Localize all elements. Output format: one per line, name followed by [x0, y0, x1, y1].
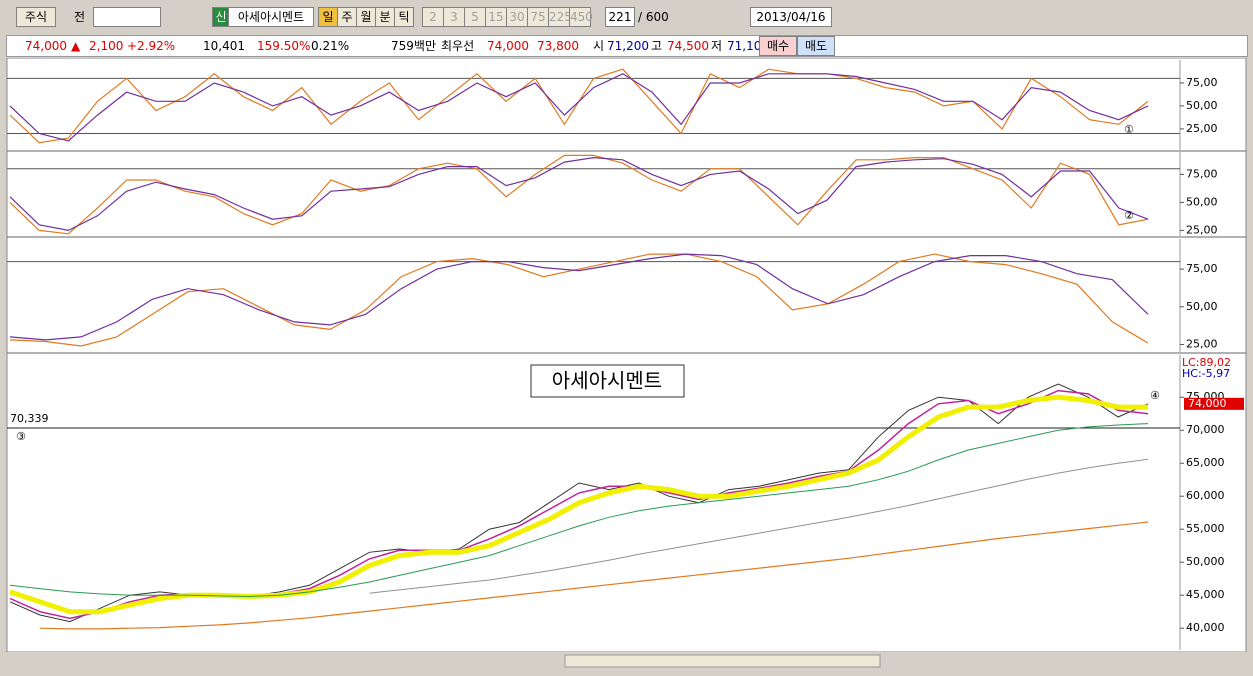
- period-button[interactable]: 30: [506, 7, 528, 27]
- date[interactable]: 2013/04/16: [750, 7, 832, 27]
- marker: ②: [1124, 209, 1134, 222]
- period-button[interactable]: 225: [548, 7, 572, 27]
- marker: ①: [1124, 123, 1134, 136]
- turnover: 0.21%: [311, 39, 350, 53]
- high: 74,500: [667, 39, 709, 53]
- series-line: [9, 156, 1149, 232]
- hc-label: HC:-5,97: [1182, 367, 1230, 380]
- y-tick-label: 55,000: [1186, 522, 1225, 535]
- market[interactable]: 주식: [16, 7, 56, 27]
- y-tick-label: 60,000: [1186, 489, 1225, 502]
- series-line: [9, 73, 1149, 142]
- lc-label: LC:89,02: [1182, 356, 1231, 369]
- change: 2,100: [89, 39, 124, 53]
- scroll-thumb[interactable]: [564, 654, 881, 668]
- bid: 73,800: [537, 39, 579, 53]
- open-label: 시: [593, 39, 605, 53]
- price: 74,000: [25, 39, 67, 53]
- series-line: [9, 423, 1149, 598]
- period-button[interactable]: 2: [422, 7, 444, 27]
- marker: ③: [16, 430, 26, 443]
- period-button[interactable]: 3: [443, 7, 465, 27]
- y-tick-label: 70,000: [1186, 423, 1225, 436]
- support-label: 70,339: [10, 412, 49, 425]
- y-tick-label: 50,000: [1186, 555, 1225, 568]
- current-label: 74,000: [1188, 397, 1227, 410]
- y-tick-label: 75,00: [1186, 262, 1218, 275]
- period-button[interactable]: 15: [485, 7, 507, 27]
- marker: ④: [1150, 389, 1160, 402]
- code[interactable]: 002030: [93, 7, 161, 27]
- low: 71,100: [727, 39, 769, 53]
- quote-bar: 74,000 ▲ 2,100 +2.92% 10,401 159.50% 0.2…: [6, 35, 1248, 57]
- series-line: [9, 253, 1149, 341]
- open: 71,200: [607, 39, 649, 53]
- y-tick-label: 75,00: [1186, 76, 1218, 89]
- current-box: [1184, 397, 1244, 410]
- series-line: [9, 154, 1149, 235]
- stock-name: 아세아시멘트: [228, 7, 314, 27]
- title: 아세아시멘트: [552, 369, 662, 393]
- ask: 74,000: [487, 39, 529, 53]
- count[interactable]: 221: [605, 7, 635, 27]
- y-tick-label: 50,00: [1186, 99, 1218, 112]
- high-label: 고: [651, 39, 663, 53]
- y-tick-label: 50,00: [1186, 195, 1218, 208]
- period-button[interactable]: 450: [569, 7, 593, 27]
- y-tick-label: 75,00: [1186, 167, 1218, 180]
- period-button[interactable]: 일: [318, 7, 338, 27]
- y-tick-label: 25,00: [1186, 223, 1218, 236]
- arrow: ▲: [71, 39, 81, 53]
- buy-button[interactable]: 매수: [759, 36, 797, 56]
- y-tick-label: 50,00: [1186, 300, 1218, 313]
- low-label: 저: [711, 39, 723, 53]
- y-tick-label: 65,000: [1186, 456, 1225, 469]
- total: / 600: [638, 10, 669, 24]
- period-button[interactable]: 틱: [394, 7, 414, 27]
- volume: 10,401: [203, 39, 245, 53]
- sell-button[interactable]: 매도: [797, 36, 835, 56]
- period-button[interactable]: 월: [356, 7, 376, 27]
- best-label: 최우선: [441, 39, 475, 53]
- y-tick-label: 25,00: [1186, 122, 1218, 135]
- volume-rate: 159.50%: [257, 39, 311, 53]
- prev[interactable]: 전: [74, 10, 86, 24]
- series-line: [369, 458, 1149, 594]
- y-tick-label: 25,00: [1186, 337, 1218, 350]
- title-box: [530, 364, 685, 398]
- chart-area: 75,00 50,00 25,00 ① 75,00 50,00 25,00 ② 75,00 50,…: [6, 58, 1247, 670]
- period-button[interactable]: 5: [464, 7, 486, 27]
- chart-bg: [6, 58, 1247, 653]
- amount: 759백만: [391, 39, 436, 53]
- series-line: [39, 521, 1149, 630]
- period-button[interactable]: 주: [337, 7, 357, 27]
- period-button[interactable]: 분: [375, 7, 395, 27]
- y-tick-label: 40,000: [1186, 621, 1225, 634]
- y-tick-label: 45,000: [1186, 588, 1225, 601]
- period-button[interactable]: 75: [527, 7, 549, 27]
- rate: +2.92%: [127, 39, 176, 53]
